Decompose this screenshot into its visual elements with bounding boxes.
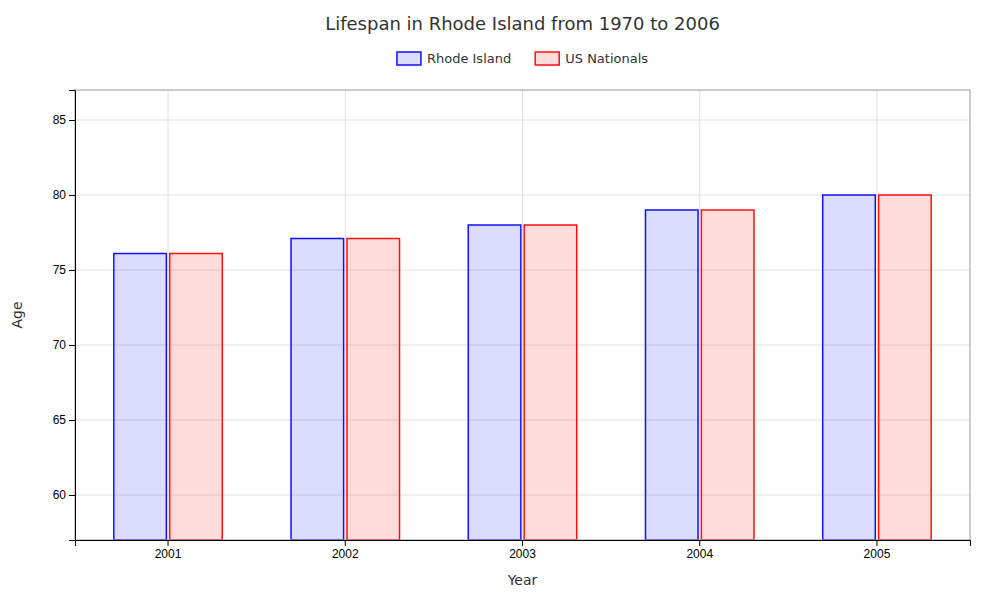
tick-label: 70 bbox=[53, 338, 67, 352]
tick: 2001 bbox=[155, 540, 182, 561]
x-axis-title: Year bbox=[507, 572, 538, 588]
chart: 2001 2002 2003 2004 2005 60 65 70 75 80 85 Lifespan… bbox=[0, 0, 1000, 600]
tick-mark bbox=[168, 540, 169, 546]
bar bbox=[645, 210, 698, 540]
grid bbox=[75, 90, 970, 540]
tick: 60 bbox=[53, 488, 75, 502]
y-axis-title: Age bbox=[9, 301, 25, 328]
tick: 85 bbox=[53, 113, 75, 127]
grid-line bbox=[876, 90, 877, 540]
tick: 2005 bbox=[864, 540, 891, 561]
x-axis: 2001 2002 2003 2004 2005 bbox=[76, 540, 971, 561]
tick: 65 bbox=[53, 413, 75, 427]
bar bbox=[347, 239, 400, 541]
tick-label: 2003 bbox=[509, 547, 536, 561]
tick-mark bbox=[876, 540, 877, 546]
tick-label: 85 bbox=[53, 113, 67, 127]
bar bbox=[879, 195, 932, 540]
tick: 2003 bbox=[509, 540, 536, 561]
legend-label: US Nationals bbox=[565, 51, 648, 66]
tick-mark bbox=[69, 195, 75, 196]
legend: Rhode Island US Nationals bbox=[397, 51, 648, 66]
tick-label: 2005 bbox=[864, 547, 891, 561]
title: Lifespan in Rhode Island from 1970 to 20… bbox=[325, 13, 720, 34]
plot-frame bbox=[75, 90, 970, 540]
bars bbox=[114, 195, 931, 540]
grid-line bbox=[699, 90, 700, 540]
tick-label: 2001 bbox=[155, 547, 182, 561]
tick-mark bbox=[699, 540, 700, 546]
tick-mark bbox=[345, 540, 346, 546]
y-axis: 60 65 70 75 80 85 bbox=[53, 91, 76, 541]
tick-mark bbox=[69, 420, 75, 421]
bar bbox=[114, 254, 167, 541]
tick: 70 bbox=[53, 338, 75, 352]
tick: 2004 bbox=[686, 540, 713, 561]
grid-line bbox=[522, 90, 523, 540]
tick-mark bbox=[69, 345, 75, 346]
bar bbox=[170, 254, 223, 541]
axis-line bbox=[69, 91, 76, 541]
legend-label: Rhode Island bbox=[427, 51, 511, 66]
bar-series bbox=[114, 195, 875, 540]
tick: 2002 bbox=[332, 540, 359, 561]
grid-line bbox=[168, 90, 169, 540]
bar bbox=[701, 210, 754, 540]
tick-label: 75 bbox=[53, 263, 67, 277]
bar bbox=[291, 239, 344, 541]
axis-line bbox=[76, 541, 971, 547]
tick-mark bbox=[522, 540, 523, 546]
tick-label: 60 bbox=[53, 488, 67, 502]
grid-line bbox=[345, 90, 346, 540]
tick-mark bbox=[69, 120, 75, 121]
tick: 80 bbox=[53, 188, 75, 202]
tick-label: 2002 bbox=[332, 547, 359, 561]
tick-mark bbox=[69, 495, 75, 496]
bar bbox=[468, 225, 521, 540]
tick-label: 80 bbox=[53, 188, 67, 202]
tick-label: 2004 bbox=[686, 547, 713, 561]
bar bbox=[823, 195, 876, 540]
legend-item: US Nationals bbox=[535, 51, 648, 66]
tick: 75 bbox=[53, 263, 75, 277]
tick-label: 65 bbox=[53, 413, 67, 427]
legend-item: Rhode Island bbox=[397, 51, 511, 66]
tick-mark bbox=[69, 270, 75, 271]
bar-series bbox=[170, 195, 931, 540]
legend-swatch bbox=[535, 52, 559, 65]
legend-swatch bbox=[397, 52, 421, 65]
bar bbox=[524, 225, 577, 540]
